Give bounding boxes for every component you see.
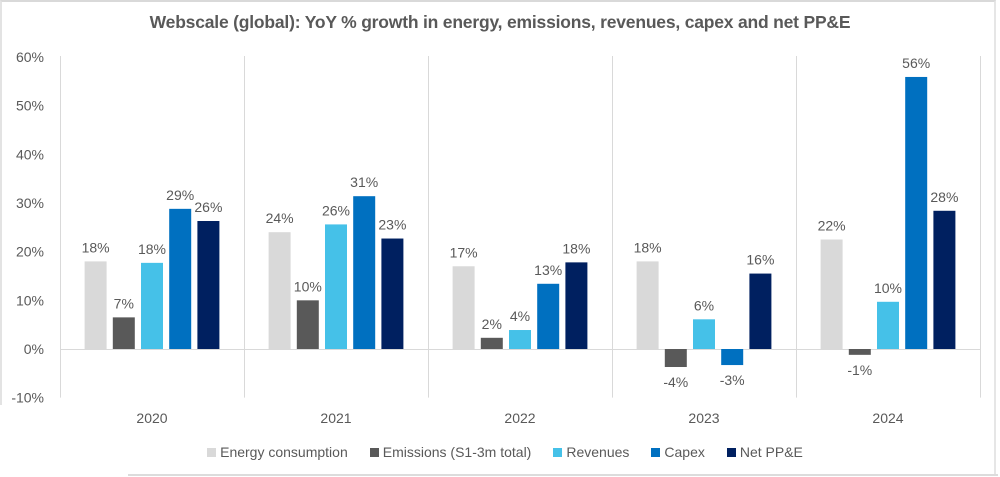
legend-item: Emissions (S1-3m total) (369, 444, 532, 460)
data-label: 18% (82, 239, 110, 255)
legend-label: Net PP&E (739, 444, 803, 460)
data-label: 13% (534, 262, 562, 278)
data-label: 10% (874, 280, 902, 296)
bar-energy-consumption-2020 (84, 261, 107, 349)
category-separators (60, 56, 981, 398)
data-label: 31% (350, 174, 378, 190)
legend-swatch (369, 447, 379, 457)
legend-item: Capex (651, 444, 705, 460)
y-tick-label: 20% (16, 244, 44, 260)
legend-item: Energy consumption (207, 444, 348, 460)
legend-swatch (651, 447, 661, 457)
legend-swatch (207, 447, 217, 457)
legend-swatch (553, 447, 563, 457)
bar-emissions-s1-3m-total-2021 (296, 300, 319, 349)
data-label: -3% (720, 372, 745, 388)
data-label: 16% (746, 252, 774, 268)
bar-capex-2020 (169, 208, 192, 349)
y-tick-label: 40% (16, 146, 44, 162)
bar-net-pp-e-2024 (933, 210, 956, 349)
data-label: 2% (482, 316, 502, 332)
data-label: 10% (294, 278, 322, 294)
bar-energy-consumption-2021 (268, 232, 291, 349)
data-label: 23% (378, 217, 406, 233)
data-label: -1% (847, 362, 872, 378)
x-category-label: 2021 (320, 410, 351, 426)
y-tick-label: 10% (16, 292, 44, 308)
bar-emissions-s1-3m-total-2022 (480, 337, 503, 349)
bar-energy-consumption-2022 (452, 266, 475, 349)
bar-revenues-2020 (141, 262, 163, 349)
data-label: 26% (194, 199, 222, 215)
legend: Energy consumption Emissions (S1-3m total… (0, 442, 1000, 462)
data-label: 29% (166, 187, 194, 203)
bars (84, 76, 956, 368)
legend-label: Capex (664, 444, 705, 460)
bar-capex-2023 (721, 349, 744, 366)
chart-frame-bottom-border (128, 474, 998, 476)
bar-revenues-2021 (325, 224, 347, 349)
frame-edge-gap (0, 405, 3, 477)
y-axis-tick-labels: -10% 0% 10% 20% 30% 40% 50% 60% (11, 49, 44, 406)
x-axis-category-labels: 2020 2021 2022 2023 2024 (136, 410, 903, 426)
data-labels: 18%7%18%29%26%24%10%26%31%23%17%2% 4%13%1… (82, 55, 959, 390)
data-label: -4% (663, 374, 688, 390)
x-category-label: 2022 (504, 410, 535, 426)
bar-capex-2022 (537, 283, 560, 349)
bar-capex-2024 (905, 76, 928, 349)
legend-label: Energy consumption (220, 444, 348, 460)
bar-revenues-2024 (877, 301, 899, 349)
y-tick-label: 0% (24, 341, 44, 357)
x-category-label: 2024 (872, 410, 903, 426)
bar-emissions-s1-3m-total-2024 (848, 349, 871, 355)
bar-energy-consumption-2024 (820, 239, 843, 349)
legend-swatch (726, 447, 736, 457)
bar-energy-consumption-2023 (636, 261, 659, 349)
data-label: 56% (902, 55, 930, 71)
data-label: 18% (562, 240, 590, 256)
legend-item: Revenues (553, 444, 629, 460)
data-label: 26% (322, 202, 350, 218)
y-tick-label: 50% (16, 98, 44, 114)
data-label: 4% (510, 308, 530, 324)
legend-label: Emissions (S1-3m total) (382, 444, 532, 460)
chart-title: Webscale (global): YoY % growth in energ… (149, 12, 851, 32)
x-category-label: 2020 (136, 410, 167, 426)
bar-net-pp-e-2021 (381, 238, 404, 349)
data-label: 7% (114, 295, 134, 311)
legend-label: Revenues (566, 444, 630, 460)
legend-item: Net PP&E (726, 444, 803, 460)
bar-net-pp-e-2020 (197, 221, 220, 349)
data-label: 18% (634, 239, 662, 255)
data-label: 28% (930, 189, 958, 205)
x-category-label: 2023 (688, 410, 719, 426)
bar-capex-2021 (353, 196, 376, 349)
data-label: 18% (138, 241, 166, 257)
bar-net-pp-e-2023 (749, 273, 772, 349)
bar-revenues-2022 (509, 330, 531, 349)
data-label: 6% (694, 297, 714, 313)
y-tick-label: 60% (16, 49, 44, 65)
data-label: 17% (450, 244, 478, 260)
data-label: 22% (818, 218, 846, 234)
y-tick-label: 30% (16, 195, 44, 211)
bar-emissions-s1-3m-total-2020 (112, 317, 135, 349)
data-label: 24% (266, 210, 294, 226)
y-tick-label: -10% (11, 390, 44, 406)
bar-revenues-2023 (693, 319, 715, 349)
bar-emissions-s1-3m-total-2023 (664, 349, 687, 368)
bar-net-pp-e-2022 (565, 262, 588, 349)
